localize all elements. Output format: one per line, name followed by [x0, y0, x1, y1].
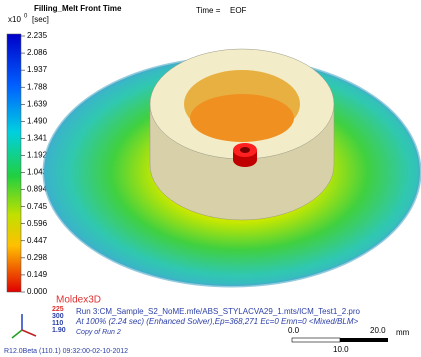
- legend-label: 0.596: [27, 219, 48, 228]
- run: Run 3:CM_Sample_S2_NoME.mfe/ABS_STYLACVA…: [76, 307, 361, 316]
- legend-label: 0.447: [27, 236, 48, 245]
- scale-mid: 10.0: [333, 345, 349, 354]
- hole-floor: [190, 94, 294, 142]
- legend-label: 2.235: [27, 31, 48, 40]
- code: 1.90: [52, 327, 66, 334]
- copy: Copy of Run 2: [76, 329, 121, 336]
- status: At 100% (2.24 sec) (Enhanced Solver),Ep=…: [75, 317, 358, 326]
- title: Filling_Melt Front Time: [34, 4, 122, 13]
- legend-label: 2.086: [27, 48, 48, 57]
- part-render: [44, 49, 420, 286]
- brand: Moldex3D: [56, 295, 101, 306]
- legend-label: 0.000: [27, 287, 48, 296]
- time-value: EOF: [230, 6, 247, 15]
- unit-exp: 0: [24, 14, 28, 20]
- sprue-hole: [240, 147, 250, 153]
- legend-label: 0.149: [27, 270, 48, 279]
- unit-prefix: x10: [8, 15, 21, 24]
- legend-label: 1.937: [27, 65, 48, 74]
- legend-label: 1.490: [27, 116, 48, 125]
- scale-start: 0.0: [288, 326, 300, 335]
- screen: Filling_Melt Front Time Time = EOF x10 0…: [0, 0, 421, 357]
- legend-label: 0.298: [27, 253, 48, 262]
- code: 110: [52, 320, 63, 327]
- version: R12.0Beta (110.1) 09:32:00-02-10-2012: [4, 348, 128, 355]
- time-label: Time =: [196, 6, 221, 15]
- code: 300: [52, 313, 64, 320]
- legend-label: 1.788: [27, 82, 48, 91]
- axes-icon: [12, 314, 36, 338]
- scale-unit: mm: [396, 328, 410, 337]
- legend-label: 1.341: [27, 134, 48, 143]
- scale-end: 20.0: [370, 326, 386, 335]
- scale-bar: [292, 338, 388, 342]
- legend-label: 0.745: [27, 202, 48, 211]
- legend-label: 1.639: [27, 99, 48, 108]
- color-bar: [7, 34, 21, 292]
- unit: [sec]: [32, 15, 49, 24]
- code: 225: [52, 306, 64, 313]
